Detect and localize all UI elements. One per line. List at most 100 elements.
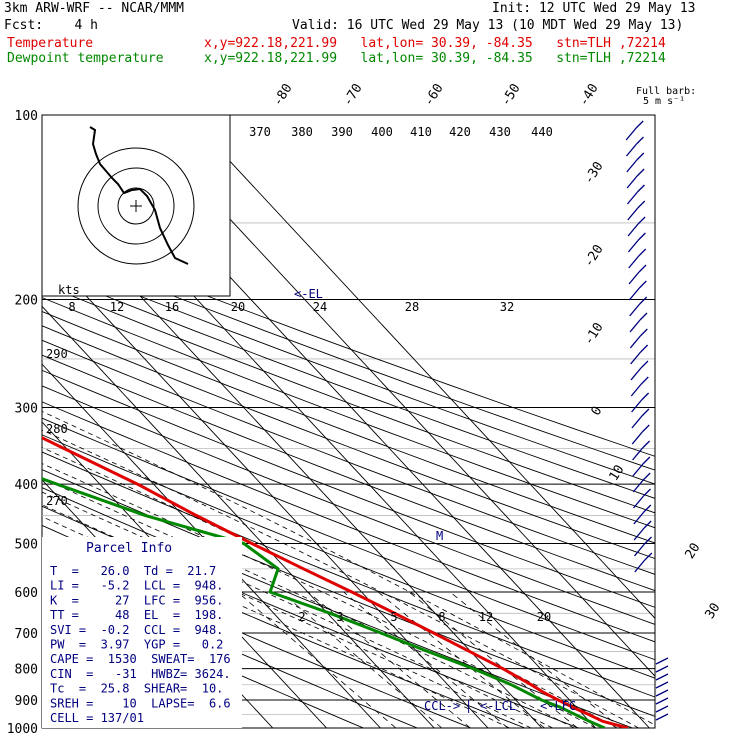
wind-barb-flag [640,344,649,353]
wind-barb [655,657,669,665]
parcel-info-title: Parcel Info [86,541,172,556]
mixing-ratio-line [280,591,443,728]
wind-barb [655,681,669,689]
parcel-box-bg [42,537,242,728]
wind-barb [626,175,638,189]
parcel-row-2: K = 27 LFC = 956. [50,593,223,607]
hodograph-tick-20: 20 [231,300,245,314]
side-theta-label-280: 280 [46,422,68,436]
dewpoint-line [42,477,606,728]
temperature-legend: Temperature [7,36,94,51]
wind-barb [628,287,640,301]
wind-barb [632,479,644,493]
wind-barb-flag [636,136,644,145]
wind-barb-flag [636,184,645,193]
pressure-label-100: 100 [15,109,38,124]
temperature-line [42,436,629,728]
mixing-ratio-line [343,591,509,728]
parcel-info-box: Parcel Info T = 26.0 Td = 21.7LI = -5.2 L… [42,537,242,728]
hodograph-ring [77,147,195,265]
dry-adiabat-line [42,401,655,643]
hodograph-tick-8: 8 [68,300,75,314]
parcel-row-4: SVI = -0.2 CCL = 948. [50,623,223,637]
isotherm-label--40: -40 [576,81,601,109]
pressure-label-900: 900 [15,694,38,709]
wind-barb [655,673,669,681]
dry-adiabat-line [42,243,655,471]
pressure-label-1000: 1000 [7,722,38,737]
side-theta-label-270: 270 [46,494,68,508]
mixing-ratio-line [377,591,545,728]
hodograph-tick-16: 16 [165,300,179,314]
dry-adiabat-line [42,469,655,717]
wind-barb-flag [642,440,651,449]
mixing-ratio-line [237,591,397,728]
dry-adiabat-line [42,451,655,698]
wind-barb [633,511,645,525]
wind-barb [628,255,640,269]
pressure-label-400: 400 [15,478,38,493]
hodograph-tick-24: 24 [313,300,327,314]
init-label: Init: 12 UTC Wed 29 May 13 [492,1,696,16]
wind-barb-flag [641,408,650,417]
dry-adiabat-line [42,231,655,457]
dry-adiabat-line [42,585,365,728]
ccl-separator: | [465,699,472,713]
wind-barb [630,367,642,381]
wind-barb [632,463,644,477]
wind-barb-flag [643,520,652,529]
hodograph-ring [97,167,175,245]
wind-barb [629,335,641,349]
hodograph-ring [117,187,155,225]
isotherm-line [42,363,381,728]
mixing-ratio-label-2: 2 [298,610,305,624]
wind-barb-flag [644,536,652,545]
wind-barb [627,207,639,221]
parcel-row-5: PW = 3.97 YGP = 0.2 [50,638,223,652]
mixing-ratio-label-5: 5 [390,610,397,624]
isotherm-label--70: -70 [340,81,365,109]
wind-barb-flag [638,264,647,273]
dewpoint-location: x,y=922.18,221.99 lat,lon= 30.39, -84.35… [204,51,666,66]
wind-barb-flag [638,248,647,257]
parcel-row-8: Tc = 25.8 SHEAR= 10. [50,682,223,696]
isotherm-label-20: 20 [683,541,704,562]
wind-barb [655,689,669,697]
dry-adiabat-line [42,283,655,514]
side-theta-label-290: 290 [46,347,68,361]
dry-adiabats [42,231,655,728]
dry-adiabat-line [42,417,655,661]
parcel-row-1: LI = -5.2 LCL = 948. [50,579,223,593]
isotherm-line [186,115,655,619]
isotherm-label--20: -20 [581,242,606,270]
wind-barb-flag [640,360,649,369]
wind-barb [628,271,640,285]
wind-barb [627,239,639,253]
wind-barb [625,143,637,157]
pressure-label-800: 800 [15,663,38,678]
wind-barb [634,559,646,573]
wind-barb [627,223,639,237]
parcel-row-0: T = 26.0 Td = 21.7 [50,564,216,578]
dry-adiabat-line [42,270,655,499]
theta-label-390: 390 [331,125,353,139]
parcel-row-9: SREH = 10 LAPSE= 6.6 [50,696,231,710]
theta-label-410: 410 [410,125,432,139]
hodograph-tick-12: 12 [110,300,124,314]
wind-scale-title: Full barb: [636,86,696,97]
hodograph-tick-kts: kts [58,283,80,297]
wind-barb [625,127,637,141]
wind-barb [626,191,638,205]
isotherm-label-10: 10 [607,463,628,484]
isotherm-label-0: 0 [589,404,606,419]
mixing-ratio-label-8: 8 [438,610,445,624]
wind-barb-flag [637,216,646,225]
wind-barb-flag [641,392,650,401]
wind-barb [629,303,641,317]
wind-barb [626,159,638,173]
wind-barb-flag [640,376,649,385]
fcst-label: Fcst: 4 h [4,18,98,33]
wind-barb [631,415,643,429]
